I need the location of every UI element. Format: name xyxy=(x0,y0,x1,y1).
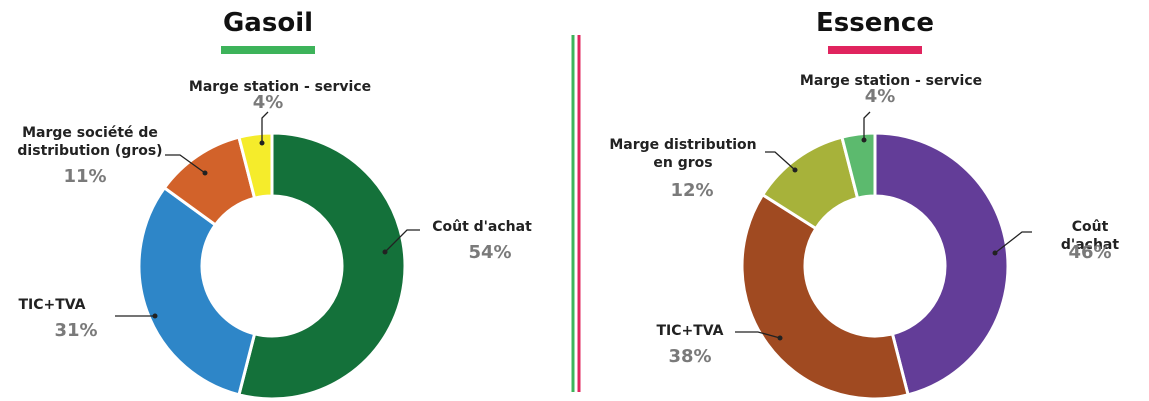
chart-title: Essence xyxy=(816,8,934,38)
leader-dot xyxy=(992,250,998,256)
value-label: 4% xyxy=(864,86,896,107)
donut-slice xyxy=(840,131,877,201)
value-label: 54% xyxy=(468,242,512,263)
value-label: 12% xyxy=(670,180,714,201)
donut-slice xyxy=(237,131,407,401)
leader-dot xyxy=(777,335,783,341)
title-underline xyxy=(828,46,922,54)
leader-dot xyxy=(202,170,208,176)
leader-dot xyxy=(259,140,265,146)
slice-label: Marge station - service xyxy=(188,79,372,95)
leader-dot xyxy=(382,249,388,255)
leader-dot xyxy=(152,313,158,319)
value-label: 31% xyxy=(54,320,98,341)
value-label: 46% xyxy=(1068,242,1112,263)
donut-slice xyxy=(237,131,274,201)
leader-line xyxy=(165,154,206,174)
value-label: 11% xyxy=(63,166,107,187)
leader-dot xyxy=(792,167,798,173)
slice-label: TIC+TVA xyxy=(18,297,86,313)
slice-label: Coût d'achat xyxy=(432,219,532,235)
donut-slice xyxy=(740,192,910,401)
donut-slice xyxy=(873,131,1010,397)
slice-label: Marge station - service xyxy=(799,73,983,89)
leader-line xyxy=(994,231,1032,254)
chart-title: Gasoil xyxy=(222,8,314,38)
slice-label: Marge société de distribution (gros) xyxy=(17,125,163,159)
slice-label: TIC+TVA xyxy=(656,323,724,339)
title-underline xyxy=(221,46,315,54)
leader-line xyxy=(384,229,420,253)
leader-dot xyxy=(861,137,867,143)
donut-slice xyxy=(137,185,257,397)
leader-line xyxy=(735,331,781,339)
value-label: 4% xyxy=(252,92,284,113)
leader-line xyxy=(765,151,796,171)
leader-line xyxy=(863,111,871,140)
slice-label: Marge distribution en gros xyxy=(609,137,757,171)
slice-label: Coût d'achat xyxy=(1060,219,1120,253)
leader-line xyxy=(261,111,269,143)
value-label: 38% xyxy=(668,346,712,367)
